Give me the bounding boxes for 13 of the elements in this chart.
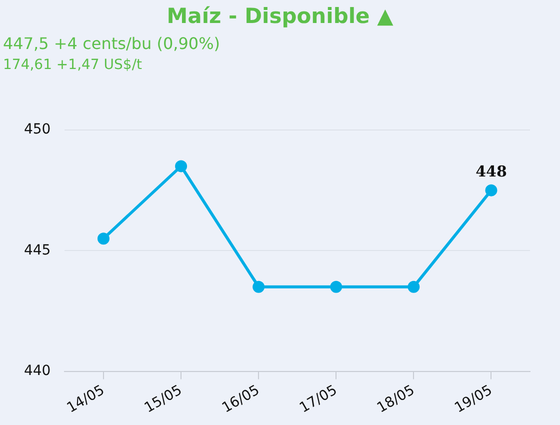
point: [485, 184, 498, 196]
y-tick-label: 440: [24, 362, 51, 379]
y-tick-label: 450: [24, 122, 51, 138]
point: [252, 280, 265, 293]
chart-subtitle: 447,5 +4 cents/bu (0,90%): [3, 34, 222, 53]
point: [330, 280, 342, 293]
point: [175, 160, 188, 172]
point: [97, 232, 110, 245]
data-label: 448: [476, 162, 507, 180]
chart-title: Maíz - Disponible ▲: [166, 3, 394, 30]
point: [408, 280, 420, 293]
y-tick-label: 445: [24, 242, 51, 258]
text: 174,61 +1,47 US$/t: [3, 57, 144, 73]
